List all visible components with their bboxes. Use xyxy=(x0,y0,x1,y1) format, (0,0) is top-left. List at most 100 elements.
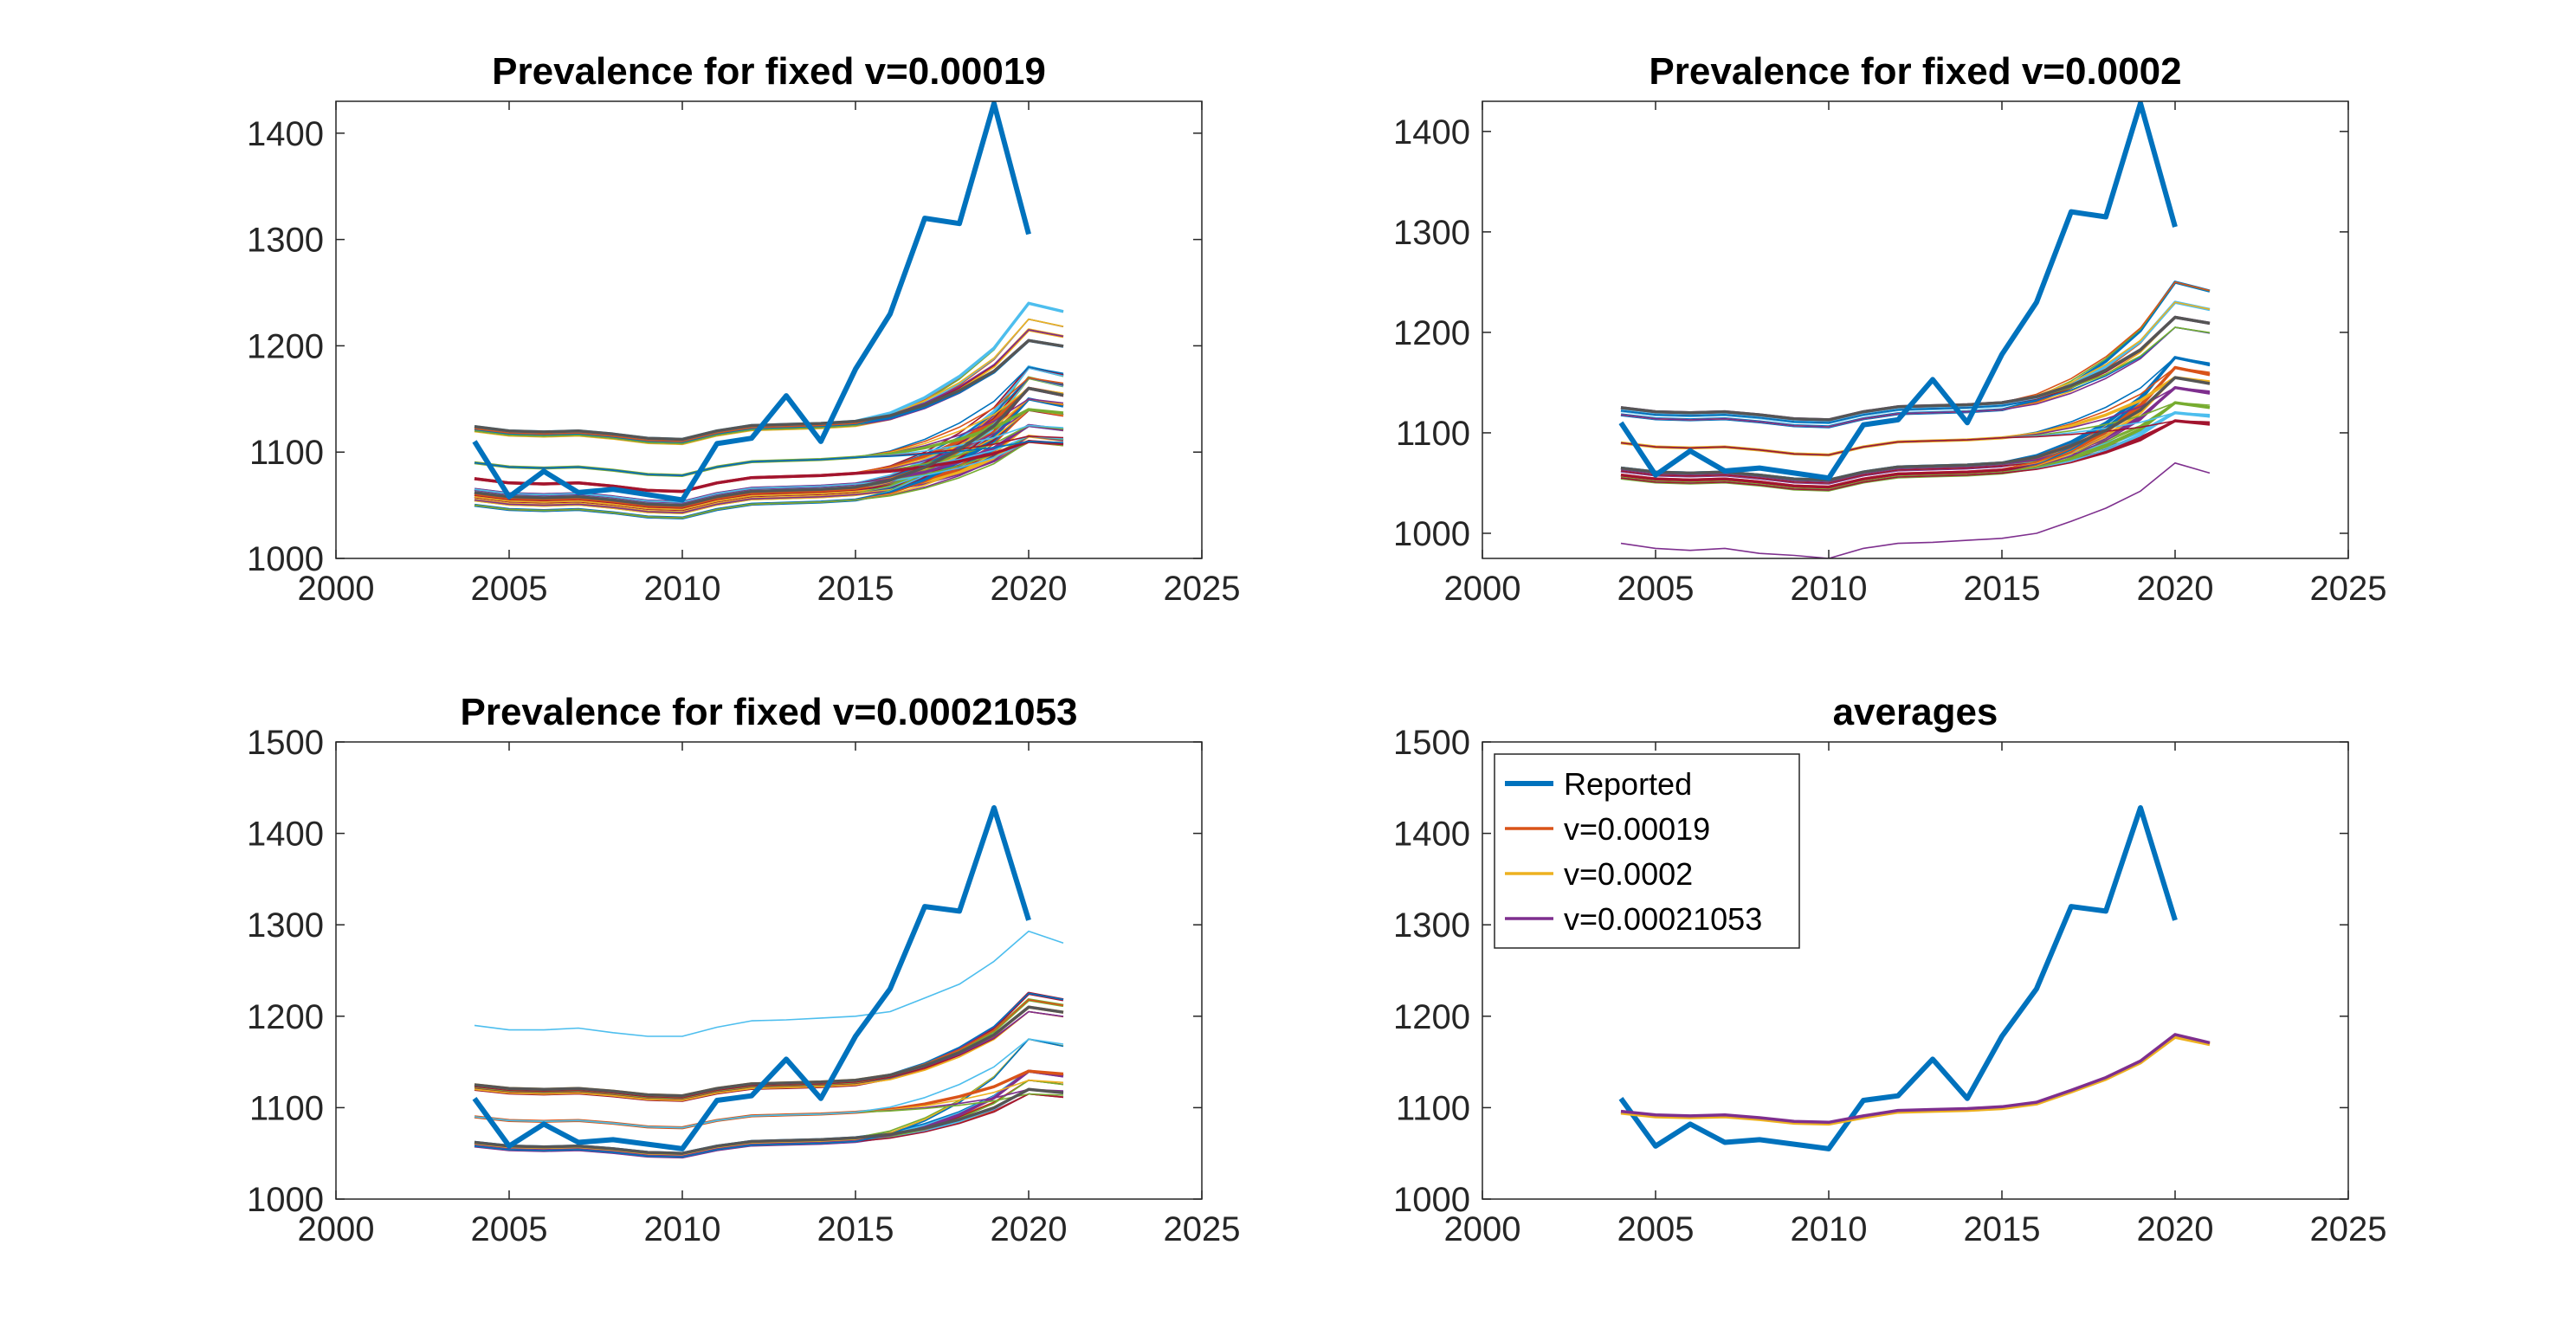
plot-lines xyxy=(472,805,1064,1159)
y-tick-label: 1200 xyxy=(1393,314,1470,352)
x-tick-label: 2010 xyxy=(1791,570,1868,608)
plot-lines xyxy=(472,101,1064,520)
x-tick-label: 2005 xyxy=(471,570,548,608)
x-tick-label: 2020 xyxy=(2137,570,2214,608)
simulation-line xyxy=(1620,315,2211,422)
x-tick-label: 2015 xyxy=(1964,1210,2041,1248)
chart-title: Prevalence for fixed v=0.0002 xyxy=(1649,50,2181,93)
x-tick-label: 2010 xyxy=(1791,1210,1868,1248)
plot-area xyxy=(336,101,1202,558)
y-tick-label: 1000 xyxy=(247,1181,324,1219)
legend-label: v=0.0002 xyxy=(1564,856,1693,892)
y-tick-label: 1400 xyxy=(1393,816,1470,854)
chart-title: Prevalence for fixed v=0.00021053 xyxy=(460,691,1077,733)
axes-box xyxy=(335,100,1203,559)
series-line-4 xyxy=(1620,1033,2211,1125)
y-tick-label: 1200 xyxy=(247,998,324,1036)
y-tick-label: 1000 xyxy=(1393,515,1470,553)
chart-panel-1: 2000 2005 2010 2015 2020 2025 1000 1100 1200 1300… xyxy=(247,50,1240,608)
axes-box xyxy=(335,741,1203,1200)
y-tick-label: 1100 xyxy=(249,434,324,472)
simulation-line xyxy=(474,441,1064,519)
y-tick-label: 1000 xyxy=(1393,1181,1470,1219)
axes-box xyxy=(1482,100,2349,559)
plot-area xyxy=(1482,101,2348,558)
y-tick-label: 1100 xyxy=(249,1089,324,1127)
simulation-line xyxy=(1620,419,2211,489)
y-tick-label: 1100 xyxy=(1396,1089,1470,1127)
chart-title: averages xyxy=(1833,691,1998,733)
legend: Reported v=0.00019 v=0.0002 v=0.00021053 xyxy=(1494,753,1800,949)
x-tick-label: 2005 xyxy=(1617,570,1695,608)
x-tick-label: 2020 xyxy=(991,1210,1068,1248)
y-tick-label: 1300 xyxy=(1393,906,1470,945)
simulation-line xyxy=(474,1087,1064,1155)
x-tick-label: 2025 xyxy=(1164,570,1241,608)
simulation-line xyxy=(474,1038,1064,1129)
plot-lines xyxy=(1618,805,2211,1151)
x-tick-label: 2005 xyxy=(1617,1210,1695,1248)
y-tick-label: 1400 xyxy=(1393,113,1470,152)
simulation-outlier-line xyxy=(474,930,1064,1037)
x-tick-label: 2000 xyxy=(298,1210,375,1248)
x-tick-label: 2005 xyxy=(471,1210,548,1248)
x-tick-label: 2025 xyxy=(1164,1210,1241,1248)
simulation-line xyxy=(1620,420,2211,491)
plot-lines xyxy=(1618,101,2211,558)
y-tick-label: 1000 xyxy=(247,540,324,578)
x-tick-label: 2000 xyxy=(298,570,375,608)
x-tick-label: 2015 xyxy=(1964,570,2041,608)
x-tick-label: 2025 xyxy=(2310,570,2387,608)
x-tick-label: 2020 xyxy=(991,570,1068,608)
y-tick-label: 1100 xyxy=(1396,415,1470,453)
y-tick-label: 1300 xyxy=(1393,214,1470,252)
simulation-line xyxy=(1620,420,2211,456)
simulation-line xyxy=(1620,326,2211,428)
x-tick-label: 2000 xyxy=(1444,570,1521,608)
simulation-line xyxy=(474,1038,1064,1157)
simulation-line xyxy=(474,441,1064,477)
legend-label: v=0.00021053 xyxy=(1564,901,1762,937)
simulation-line xyxy=(474,339,1064,442)
simulation-line xyxy=(474,1005,1064,1098)
chart-panel-2: 2000 2005 2010 2015 2020 2025 1000 1100 1200 1300… xyxy=(1393,50,2386,608)
axes-box xyxy=(1482,741,2349,1200)
y-tick-label: 1400 xyxy=(247,816,324,854)
x-tick-label: 2015 xyxy=(817,1210,894,1248)
y-tick-label: 1200 xyxy=(1393,998,1470,1036)
y-tick-label: 1500 xyxy=(247,724,324,762)
x-tick-label: 2025 xyxy=(2310,1210,2387,1248)
simulation-line xyxy=(474,386,1064,507)
y-tick-label: 1400 xyxy=(247,115,324,153)
simulation-line xyxy=(1620,326,2211,424)
reported-line xyxy=(1618,101,2178,481)
series-line-1 xyxy=(1618,805,2178,1151)
simulation-line xyxy=(474,441,1064,503)
y-tick-label: 1200 xyxy=(247,327,324,365)
simulation-line xyxy=(474,441,1064,514)
x-tick-label: 2020 xyxy=(2137,1210,2214,1248)
legend-box xyxy=(1494,753,1800,949)
y-tick-label: 1300 xyxy=(247,222,324,260)
reported-line xyxy=(472,101,1031,503)
legend-label: Reported xyxy=(1564,766,1692,802)
chart-panel-4: 2000 2005 2010 2015 2020 2025 1000 1100 1200 1300… xyxy=(1393,691,2386,1248)
chart-title: Prevalence for fixed v=0.00019 xyxy=(492,50,1046,93)
y-tick-label: 1300 xyxy=(247,906,324,945)
simulation-outlier-line xyxy=(1620,461,2211,558)
reported-line xyxy=(472,805,1031,1151)
chart-panel-3: 2000 2005 2010 2015 2020 2025 1000 1100 1200 1300… xyxy=(247,691,1240,1248)
legend-label: v=0.00019 xyxy=(1564,811,1710,847)
y-tick-label: 1500 xyxy=(1393,724,1470,762)
simulation-line xyxy=(1620,376,2211,482)
plot-area xyxy=(336,742,1202,1199)
x-tick-label: 2010 xyxy=(644,570,721,608)
simulation-line xyxy=(474,1010,1064,1099)
x-tick-label: 2010 xyxy=(644,1210,721,1248)
simulation-line xyxy=(474,302,1064,445)
simulation-line xyxy=(474,1010,1064,1101)
series-line-3 xyxy=(1620,1035,2211,1126)
simulation-line xyxy=(474,440,1064,493)
x-tick-label: 2000 xyxy=(1444,1210,1521,1248)
